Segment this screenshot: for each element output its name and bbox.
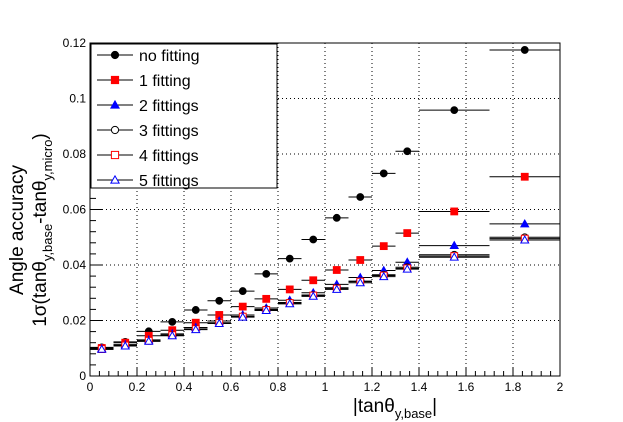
y-axis-title-line1: Angle accuracy bbox=[7, 165, 28, 295]
legend-item-2-fittings: 2 fittings bbox=[97, 98, 199, 115]
marker-5-fittings bbox=[519, 235, 530, 244]
legend-label: 2 fittings bbox=[139, 98, 199, 115]
legend-item-4-fittings: 4 fittings bbox=[97, 148, 199, 165]
legend-marker-3-fittings bbox=[110, 125, 120, 135]
y-tick-label: 0.12 bbox=[63, 36, 87, 50]
legend-marker-5-fittings bbox=[109, 174, 121, 184]
marker-no-fitting bbox=[450, 106, 459, 115]
marker-5-fittings bbox=[355, 277, 366, 287]
marker-5-fittings bbox=[449, 252, 460, 261]
legend: no fitting 1 fitting 2 fittings 3 fittings 4… bbox=[90, 43, 278, 190]
y-tick-label: 0.1 bbox=[69, 92, 86, 106]
marker-1-fitting bbox=[520, 172, 529, 181]
x-axis-title-sub: y,base bbox=[395, 406, 432, 421]
y-axis-title-mid: -tanθ bbox=[30, 181, 51, 224]
y-axis-title-end: ) bbox=[30, 133, 51, 139]
marker-2-fittings bbox=[449, 240, 460, 250]
legend-marker-1-fitting bbox=[110, 75, 120, 85]
marker-5-fittings bbox=[284, 298, 295, 308]
marker-5-fittings bbox=[308, 291, 319, 300]
y-axis-title-sub2: y,micro bbox=[40, 140, 55, 181]
x-tick-label: 1 bbox=[322, 380, 329, 394]
x-tick-label: 0.4 bbox=[176, 380, 193, 394]
x-axis-title-main: |tanθ bbox=[353, 396, 395, 417]
y-tick-label: 0.04 bbox=[63, 258, 87, 272]
marker-1-fitting bbox=[356, 256, 365, 264]
marker-5-fittings bbox=[120, 341, 131, 350]
marker-5-fittings bbox=[190, 324, 201, 334]
marker-5-fittings bbox=[331, 284, 342, 293]
x-axis-title: |tanθy,base| bbox=[353, 396, 437, 421]
marker-no-fitting bbox=[262, 269, 271, 278]
legend-marker-no-fitting bbox=[110, 50, 120, 60]
marker-1-fitting bbox=[332, 266, 341, 274]
marker-no-fitting bbox=[403, 147, 412, 156]
marker-5-fittings bbox=[402, 264, 413, 273]
x-axis-title-end: | bbox=[432, 396, 437, 417]
legend-item-1-fitting: 1 fitting bbox=[97, 73, 191, 90]
marker-1-fitting bbox=[262, 294, 271, 303]
legend-item-no-fitting: no fitting bbox=[97, 48, 199, 65]
marker-no-fitting bbox=[168, 317, 177, 326]
marker-1-fitting bbox=[450, 207, 459, 216]
marker-no-fitting bbox=[215, 296, 224, 305]
marker-no-fitting bbox=[285, 254, 294, 263]
legend-label: 1 fitting bbox=[139, 73, 191, 90]
marker-5-fittings bbox=[378, 271, 389, 281]
y-axis-title: Angle accuracy 1σ(tanθy,base-tanθy,micro… bbox=[7, 133, 55, 327]
marker-5-fittings bbox=[167, 330, 178, 340]
legend-marker-2-fittings bbox=[109, 99, 121, 109]
x-tick-label: 0 bbox=[87, 380, 94, 394]
marker-no-fitting bbox=[356, 193, 365, 201]
legend-label: 3 fittings bbox=[139, 123, 199, 140]
marker-1-fitting bbox=[309, 276, 318, 285]
legend-marker-4-fittings bbox=[110, 150, 120, 160]
x-tick-label: 0.2 bbox=[129, 380, 146, 394]
marker-no-fitting bbox=[309, 235, 318, 244]
x-tick-label: 2 bbox=[557, 380, 564, 394]
marker-1-fitting bbox=[285, 285, 294, 294]
marker-5-fittings bbox=[96, 344, 107, 353]
x-tick-label: 1.6 bbox=[458, 380, 475, 394]
y-tick-label: 0.08 bbox=[63, 147, 87, 161]
marker-1-fitting bbox=[238, 302, 247, 311]
y-axis-title-main: 1σ(tanθ bbox=[30, 261, 51, 327]
marker-5-fittings bbox=[261, 305, 272, 314]
marker-2-fittings bbox=[519, 219, 530, 228]
marker-1-fitting bbox=[379, 242, 388, 251]
legend-item-5-fittings: 5 fittings bbox=[97, 173, 199, 190]
x-tick-label: 1.2 bbox=[364, 380, 381, 394]
marker-no-fitting bbox=[191, 306, 200, 314]
marker-5-fittings bbox=[237, 312, 248, 321]
y-axis-title-line2: 1σ(tanθy,base-tanθy,micro) bbox=[30, 133, 55, 327]
y-axis-title-sub1: y,base bbox=[40, 224, 55, 261]
marker-5-fittings bbox=[143, 336, 154, 345]
legend-item-3-fittings: 3 fittings bbox=[97, 123, 199, 140]
legend-label: 4 fittings bbox=[139, 148, 199, 165]
legend-box bbox=[90, 43, 278, 189]
marker-1-fitting bbox=[403, 229, 412, 237]
y-tick-label: 0.02 bbox=[63, 314, 87, 328]
y-tick-label: 0 bbox=[79, 369, 86, 383]
marker-no-fitting bbox=[520, 46, 529, 54]
marker-5-fittings bbox=[214, 318, 225, 327]
data-markers bbox=[96, 46, 530, 353]
legend-label: no fitting bbox=[139, 48, 199, 65]
x-tick-label: 0.8 bbox=[270, 380, 287, 394]
x-tick-label: 1.8 bbox=[505, 380, 522, 394]
marker-no-fitting bbox=[332, 213, 341, 222]
y-tick-label: 0.06 bbox=[63, 203, 87, 217]
x-tick-label: 0.6 bbox=[223, 380, 240, 394]
x-tick-label: 1.4 bbox=[411, 380, 428, 394]
marker-no-fitting bbox=[238, 287, 247, 295]
legend-label: 5 fittings bbox=[139, 173, 199, 190]
marker-no-fitting bbox=[379, 169, 388, 178]
